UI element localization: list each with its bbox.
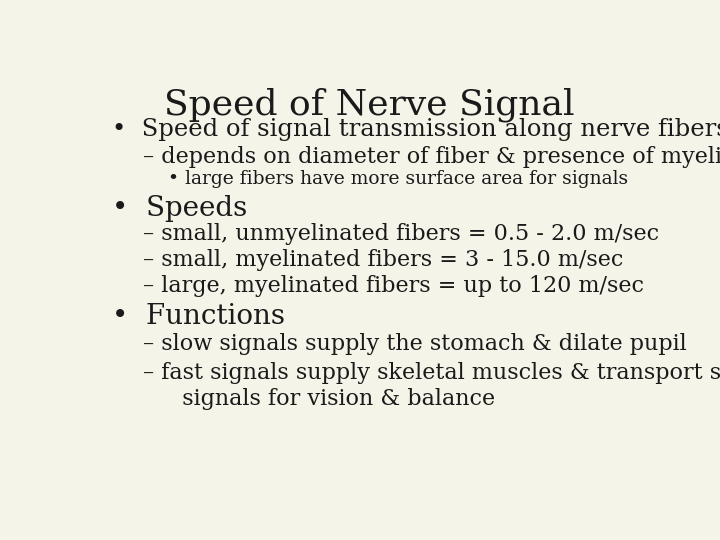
Text: – small, myelinated fibers = 3 - 15.0 m/sec: – small, myelinated fibers = 3 - 15.0 m/… bbox=[143, 249, 624, 271]
Text: •  Speeds: • Speeds bbox=[112, 195, 248, 222]
Text: Speed of Nerve Signal: Speed of Nerve Signal bbox=[163, 87, 575, 122]
Text: – small, unmyelinated fibers = 0.5 - 2.0 m/sec: – small, unmyelinated fibers = 0.5 - 2.0… bbox=[143, 224, 659, 246]
Text: – large, myelinated fibers = up to 120 m/sec: – large, myelinated fibers = up to 120 m… bbox=[143, 275, 644, 297]
Text: • large fibers have more surface area for signals: • large fibers have more surface area fo… bbox=[168, 170, 629, 188]
Text: •  Speed of signal transmission along nerve fibers: • Speed of signal transmission along ner… bbox=[112, 118, 720, 141]
Text: •  Functions: • Functions bbox=[112, 303, 285, 330]
Text: signals for vision & balance: signals for vision & balance bbox=[168, 388, 495, 410]
Text: – slow signals supply the stomach & dilate pupil: – slow signals supply the stomach & dila… bbox=[143, 333, 687, 355]
Text: – fast signals supply skeletal muscles & transport sensory: – fast signals supply skeletal muscles &… bbox=[143, 362, 720, 384]
Text: – depends on diameter of fiber & presence of myelin: – depends on diameter of fiber & presenc… bbox=[143, 146, 720, 168]
